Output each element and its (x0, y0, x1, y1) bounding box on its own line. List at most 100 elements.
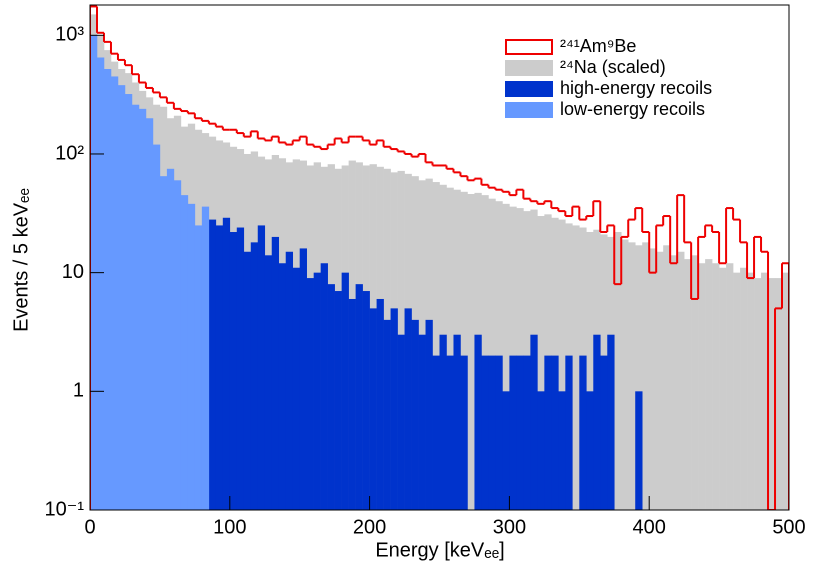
bar (495, 355, 503, 510)
bar (362, 291, 370, 510)
legend-swatch (505, 102, 553, 118)
bar (299, 248, 307, 510)
bar (635, 391, 643, 510)
bar (236, 227, 245, 510)
legend-label: ²⁴Na (scaled) (560, 57, 666, 77)
y-tick-label: 10 (62, 261, 84, 283)
bar (544, 355, 552, 510)
legend-label: high-energy recoils (560, 78, 712, 98)
bar (670, 255, 678, 510)
bar (502, 203, 510, 510)
bar (131, 104, 140, 510)
bar (418, 334, 426, 510)
bar (145, 118, 154, 510)
bar (586, 232, 594, 510)
bar (488, 355, 496, 510)
bar (397, 334, 405, 510)
bar (446, 355, 454, 510)
bar (320, 263, 328, 510)
bar (180, 195, 189, 510)
bar (341, 272, 349, 510)
bar (726, 263, 734, 510)
bar (215, 225, 224, 510)
bar (96, 57, 105, 510)
bar (467, 193, 475, 510)
bar (243, 251, 252, 510)
bar (782, 272, 789, 510)
bar (446, 187, 454, 510)
bar (593, 334, 601, 510)
bar (649, 248, 657, 510)
bar (663, 245, 671, 510)
bar (516, 355, 524, 510)
bar (355, 284, 363, 510)
x-tick-label: 0 (84, 516, 95, 538)
bar (348, 298, 356, 510)
bar (166, 168, 175, 510)
bar (523, 355, 531, 510)
bar (600, 355, 608, 510)
frame (89, 4, 790, 511)
bar (537, 216, 545, 510)
bar (250, 242, 259, 510)
y-tick-label: 10⁻¹ (45, 498, 85, 520)
bar (117, 85, 126, 510)
bar (376, 298, 384, 510)
bar (642, 242, 650, 510)
bar (565, 355, 573, 510)
bar (222, 217, 231, 510)
bar (460, 355, 468, 510)
bar (229, 232, 238, 510)
legend-label: low-energy recoils (560, 99, 705, 119)
bar (579, 355, 587, 510)
x-tick-label: 400 (633, 516, 666, 538)
bar (208, 219, 217, 510)
bar (537, 391, 545, 510)
bar (285, 251, 294, 510)
legend-swatch (505, 60, 553, 76)
bar (110, 76, 119, 510)
bar (740, 267, 748, 510)
bar (411, 319, 419, 510)
bar (278, 263, 287, 510)
bar (103, 68, 112, 510)
bar (719, 267, 727, 510)
x-axis-label: Energy [keVₑₑ] (375, 539, 504, 561)
bar (138, 108, 147, 510)
y-tick-label: 10² (55, 142, 84, 164)
bar (488, 198, 496, 510)
bar (656, 251, 664, 510)
bar (481, 195, 489, 510)
bar (502, 391, 510, 510)
y-tick-label: 10³ (55, 24, 84, 46)
x-tick-label: 200 (353, 516, 386, 538)
bar (474, 334, 482, 510)
bar (558, 219, 566, 510)
legend-swatch (505, 81, 553, 97)
bar (712, 263, 720, 510)
x-tick-label: 500 (772, 516, 805, 538)
bar (558, 391, 566, 510)
bar (635, 245, 643, 510)
bar (124, 94, 133, 510)
bar (257, 225, 266, 510)
bar (306, 278, 314, 510)
bar (768, 278, 776, 510)
bar (194, 225, 203, 510)
legend-swatch (505, 39, 553, 55)
bar (551, 355, 559, 510)
plot-area (90, 5, 789, 510)
bar (432, 355, 440, 510)
bar (530, 334, 538, 510)
bar (775, 278, 783, 510)
bar (159, 176, 168, 510)
bar (327, 284, 335, 510)
bar (152, 144, 161, 510)
bar (383, 319, 391, 510)
bar (369, 308, 377, 510)
bar (390, 308, 398, 510)
bar (684, 259, 692, 510)
bar (607, 334, 615, 510)
bar (425, 319, 433, 510)
